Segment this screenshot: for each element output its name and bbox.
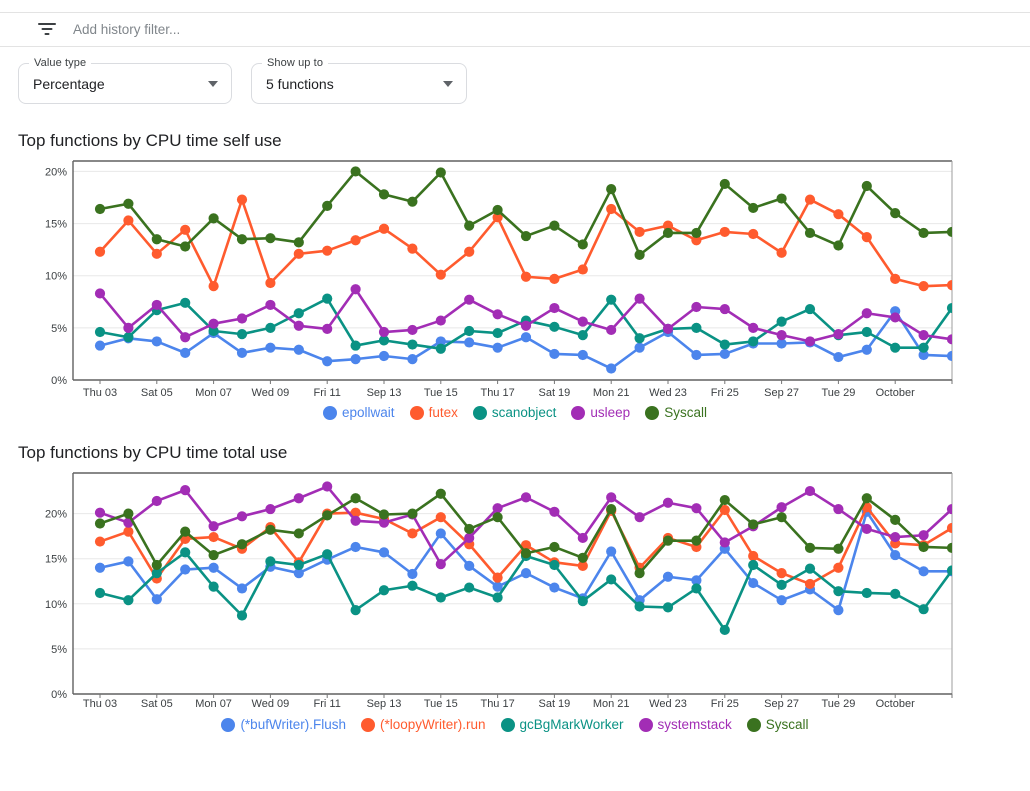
show-up-to-select[interactable]: Show up to 5 functions [251,57,467,104]
svg-text:Tue 29: Tue 29 [821,387,855,399]
legend-dot-icon [638,717,653,732]
svg-text:Wed 09: Wed 09 [252,698,290,710]
legend-label: futex [428,405,458,420]
legend-dot-icon [409,405,424,420]
svg-text:Sep 13: Sep 13 [367,698,402,710]
legend-label: (*loopyWriter).run [379,717,486,732]
svg-text:Thu 03: Thu 03 [83,387,117,399]
legend-label: systemstack [657,717,732,732]
svg-text:Fri 25: Fri 25 [711,387,739,399]
legend-dot-icon [500,717,515,732]
svg-text:Thu 17: Thu 17 [480,698,514,710]
chevron-down-icon [443,81,453,87]
legend-label: epollwait [342,405,395,420]
cpu-self-chart-title: Top functions by CPU time self use [18,131,282,150]
svg-text:15%: 15% [45,554,67,566]
show-up-to-label: Show up to [262,57,329,69]
cpu-total-chart-legend: (*bufWriter).Flush (*loopyWriter).run gcBg… [0,717,1030,732]
legend-dot-icon [221,717,236,732]
svg-text:Tue 29: Tue 29 [821,698,855,710]
legend-dot-icon [645,405,660,420]
svg-text:Sep 13: Sep 13 [367,387,402,399]
svg-text:5%: 5% [51,644,67,656]
svg-text:5%: 5% [51,323,67,335]
svg-text:Sat 19: Sat 19 [538,387,570,399]
svg-text:Mon 21: Mon 21 [593,387,630,399]
cpu-self-chart-legend: epollwait futex scanobject usleep Syscall [0,405,1030,420]
legend-item: gcBgMarkWorker [500,717,624,732]
value-type-value: Percentage [33,75,105,92]
svg-text:10%: 10% [45,271,67,283]
legend-label: gcBgMarkWorker [519,717,624,732]
cpu-total-chart-title: Top functions by CPU time total use [18,443,288,462]
legend-item: Syscall [645,405,707,420]
legend-label: Syscall [765,717,809,732]
divider [0,46,1030,47]
legend-label: Syscall [664,405,707,420]
svg-text:Mon 07: Mon 07 [195,387,232,399]
divider [0,12,1030,13]
value-type-select[interactable]: Value type Percentage [18,57,232,104]
svg-text:Mon 21: Mon 21 [593,698,630,710]
svg-text:Tue 15: Tue 15 [424,387,458,399]
chevron-down-icon [208,81,218,87]
svg-text:Sep 27: Sep 27 [764,387,799,399]
legend-dot-icon [323,405,338,420]
legend-label: scanobject [491,405,557,420]
svg-text:Fri 11: Fri 11 [314,387,341,399]
svg-text:Sat 05: Sat 05 [141,387,173,399]
svg-text:Thu 17: Thu 17 [480,387,514,399]
history-filter-input[interactable] [73,22,1014,37]
svg-text:Sep 27: Sep 27 [764,698,799,710]
legend-label: (*bufWriter).Flush [240,717,346,732]
legend-item: epollwait [323,405,395,420]
legend-dot-icon [746,717,761,732]
svg-text:Fri 25: Fri 25 [711,698,739,710]
legend-item: (*bufWriter).Flush [221,717,346,732]
svg-text:Fri 11: Fri 11 [314,698,341,710]
filter-list-icon [38,22,56,37]
legend-dot-icon [472,405,487,420]
legend-item: futex [409,405,458,420]
svg-text:October: October [876,698,915,710]
cpu-self-chart[interactable]: 0% 5% 10% 15% 20% Thu 03 Sat 05 Mon 07 Wed 09 Fri… [0,151,1030,403]
svg-text:20%: 20% [45,509,67,521]
legend-item: Syscall [746,717,809,732]
svg-text:Sat 05: Sat 05 [141,698,173,710]
legend-label: usleep [590,405,631,420]
svg-text:Wed 23: Wed 23 [649,698,687,710]
legend-item: scanobject [472,405,557,420]
legend-item: (*loopyWriter).run [360,717,486,732]
svg-text:Thu 03: Thu 03 [83,698,117,710]
svg-text:0%: 0% [51,375,67,387]
legend-dot-icon [360,717,375,732]
svg-text:Wed 09: Wed 09 [252,387,290,399]
chart-controls: Value type Percentage Show up to 5 funct… [18,57,1030,104]
svg-text:20%: 20% [45,166,67,178]
cpu-total-chart[interactable]: 0% 5% 10% 15% 20% Thu 03 Sat 05 Mon 07 Wed 09 Fri… [0,463,1030,715]
legend-item: systemstack [638,717,732,732]
svg-text:Mon 07: Mon 07 [195,698,232,710]
svg-text:Tue 15: Tue 15 [424,698,458,710]
history-filter-bar [0,13,1030,46]
value-type-label: Value type [29,57,92,69]
svg-text:Sat 19: Sat 19 [538,698,570,710]
svg-text:October: October [876,387,915,399]
svg-text:Wed 23: Wed 23 [649,387,687,399]
legend-item: usleep [571,405,630,420]
svg-text:10%: 10% [45,599,67,611]
show-up-to-value: 5 functions [266,75,334,92]
svg-text:0%: 0% [51,689,67,701]
legend-dot-icon [571,405,586,420]
svg-text:15%: 15% [45,219,67,231]
